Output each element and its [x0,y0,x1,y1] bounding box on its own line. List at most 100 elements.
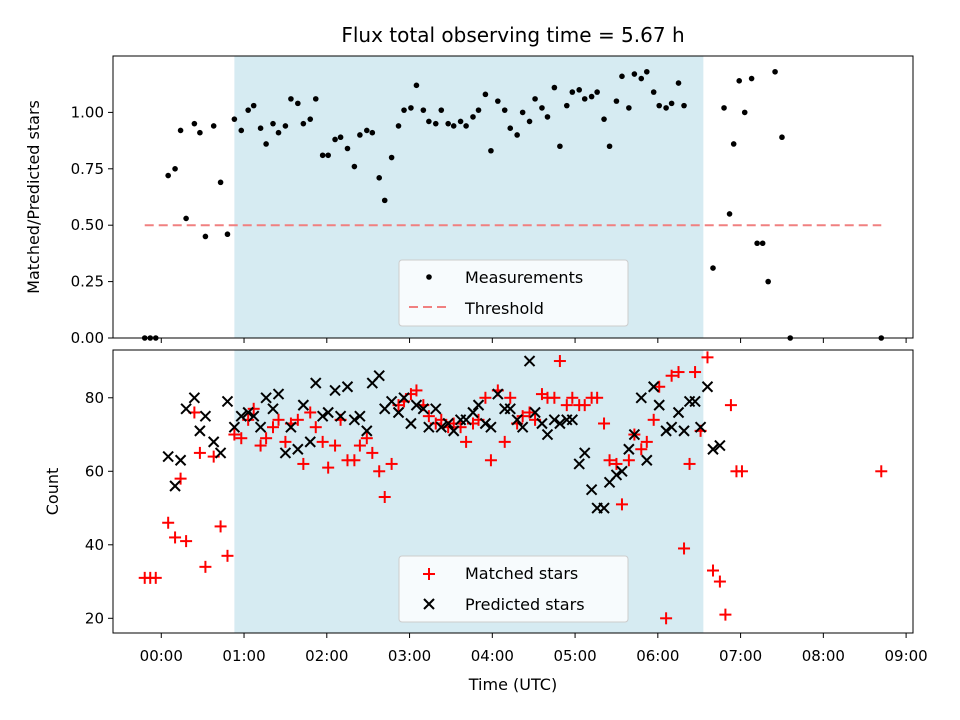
measurement-point [408,105,414,111]
measurement-point [381,197,388,204]
predicted-star-point [516,421,529,433]
legend-predicted-marker [423,598,435,610]
matched-star-point [591,391,604,404]
predicted-star-point [188,392,201,404]
predicted-star-point [665,421,678,433]
measurement-point [325,152,331,159]
predicted-star-point [694,421,707,433]
matched-star-point [228,428,241,441]
predicted-star-point [485,421,497,433]
predicted-star-point [442,417,454,430]
measurement-point [576,87,583,93]
legend-matched-marker [423,568,435,580]
legend-threshold-label: Threshold [464,299,544,318]
predicted-star-point [707,443,719,455]
legend-measurement-marker [426,274,432,280]
matched-star-point [247,402,260,415]
predicted-star-point [392,406,405,419]
measurement-point [312,96,319,102]
predicted-star-point [235,410,247,422]
predicted-star-point [647,381,660,393]
predicted-star-point [504,403,516,415]
measurement-point [307,116,314,122]
measurement-point [601,116,607,122]
top-y-tick-label: 0.75 [71,160,104,178]
predicted-star-point [616,465,628,477]
measurement-point [663,105,669,111]
predicted-star-point [405,417,417,430]
matched-star-point [309,421,322,434]
predicted-star-point [354,410,366,422]
predicted-star-point [247,410,260,422]
predicted-star-point [334,410,347,422]
matched-star-point [689,366,702,379]
x-tick-label: 01:00 [222,647,265,665]
measurement-point [395,123,402,129]
bottom-y-tick-label: 20 [85,609,104,627]
matched-star-point [498,435,511,448]
matched-star-point [199,560,212,573]
measurement-point [588,93,595,100]
matched-star-point [735,465,748,478]
matched-star-point [366,446,379,459]
predicted-star-point [272,388,285,400]
matched-star-point [701,351,714,364]
measurement-point [551,84,558,91]
predicted-star-point [417,403,430,415]
matched-star-point [553,355,566,368]
matched-star-point [214,520,227,533]
predicted-star-point [285,421,297,433]
measurement-point [772,68,778,75]
measurement-point [238,127,245,134]
measurement-point [569,89,576,95]
bottom-legend [398,555,629,623]
matched-star-point [647,413,660,426]
measurement-point [754,240,760,247]
predicted-star-point [169,480,181,492]
measurement-point [779,134,785,141]
x-tick-label: 00:00 [140,647,183,665]
measurement-point [363,127,370,134]
top-legend [398,259,629,327]
matched-star-point [267,421,279,434]
predicted-star-point [492,388,504,400]
matched-star-point [523,406,536,419]
measurement-point [681,102,687,109]
matched-star-point [169,531,182,544]
measurement-point [376,175,383,181]
matched-star-point [291,413,304,426]
measurement-point [438,107,445,113]
predicted-star-point [467,406,479,419]
predicted-star-point [435,421,447,433]
count-panel: 00:00 01:00 02:00 03:00 04:00 05:00 06:00 07:00… [43,349,928,694]
legend-measurements-label: Measurements [465,268,583,287]
measurement-point [563,102,570,109]
matched-star-point [603,454,616,467]
bottom-y-axis-label: Count [43,468,62,516]
predicted-star-point [348,414,361,426]
measurement-point [369,129,376,136]
measurement-point [470,114,476,120]
measurement-point [177,127,184,134]
measurement-point [643,68,650,75]
predicted-star-point [430,403,442,415]
predicted-star-point [341,381,354,393]
measurement-point [282,123,289,129]
measurement-point [250,102,257,109]
predicted-star-point [279,447,292,459]
matched-star-point [713,575,726,588]
predicted-star-point [672,406,685,419]
measurement-point [288,96,294,102]
measurement-point [337,134,344,141]
measurement-point [765,278,771,285]
measurement-point [594,89,600,95]
matched-star-point [260,432,273,445]
ratio-panel: 0.00 0.25 0.50 0.75 1.00 Matched/Predicted st… [24,55,914,347]
measurement-point [710,265,716,271]
matched-star-point [385,457,398,470]
predicted-star-point [180,403,192,415]
predicted-star-point [199,410,212,422]
predicted-star-point [162,450,174,463]
top-axes-frame [112,55,914,339]
predicted-star-point [623,443,635,455]
